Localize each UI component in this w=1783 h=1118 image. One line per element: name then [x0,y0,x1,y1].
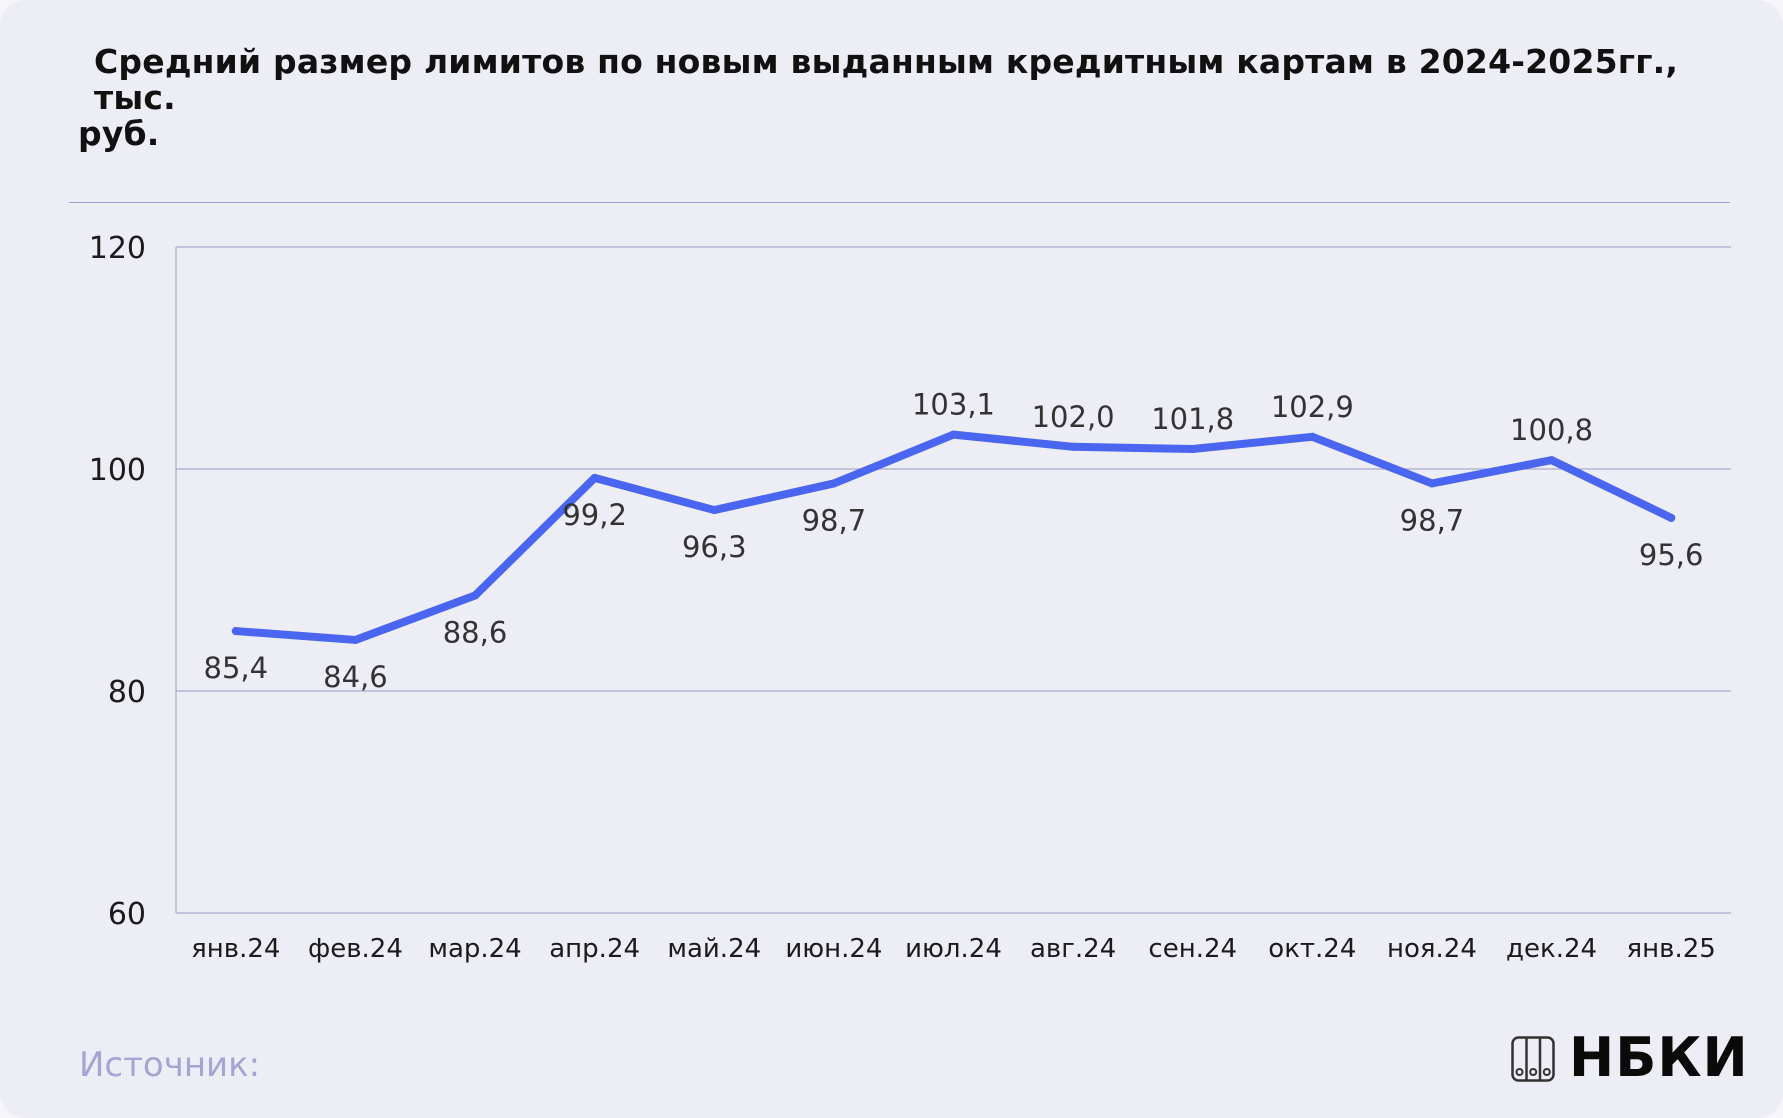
data-label: 102,0 [1032,400,1115,434]
data-label: 98,7 [1400,503,1465,537]
title-divider [69,202,1730,203]
data-point [231,627,240,636]
x-tick-label: дек.24 [1506,934,1597,964]
x-tick-label: янв.25 [1627,934,1716,964]
data-label: 103,1 [912,388,995,422]
data-point [471,591,480,600]
data-point [1547,456,1556,465]
data-label: 99,2 [562,498,627,532]
x-tick-label: ноя.24 [1387,934,1477,964]
x-tick-label: янв.24 [191,934,280,964]
data-point [949,430,958,439]
x-tick-label: июн.24 [785,934,882,964]
x-tick-label: окт.24 [1268,934,1356,964]
data-point [351,635,360,644]
nbki-logo-text: НБКИ [1569,1026,1749,1089]
data-point [1427,479,1436,488]
data-point [710,506,719,515]
y-tick-label: 120 [89,231,146,266]
nbki-logo-icon [1511,1036,1555,1082]
x-tick-label: май.24 [667,934,761,964]
x-tick-label: апр.24 [549,934,640,964]
x-tick-label: мар.24 [428,934,521,964]
data-label: 102,9 [1271,390,1354,424]
source-label: Источник: [79,1045,261,1085]
y-tick-label: 60 [108,897,146,932]
data-point [1308,432,1317,441]
data-label: 98,7 [802,503,867,537]
data-label: 84,6 [323,660,388,694]
data-label: 95,6 [1639,538,1704,572]
data-label: 100,8 [1510,413,1593,447]
chart-title-line-2: руб. [78,114,160,153]
x-tick-label: июл.24 [905,934,1002,964]
data-label: 85,4 [204,651,269,685]
data-point [1667,513,1676,522]
y-tick-label: 100 [89,453,146,488]
data-point [829,479,838,488]
x-tick-label: фев.24 [308,934,403,964]
data-point [1188,445,1197,454]
data-point [1069,442,1078,451]
chart-title-line-1: Средний размер лимитов по новым выданным… [94,42,1679,117]
data-point [590,473,599,482]
chart-title: Средний размер лимитов по новым выданным… [78,44,1718,152]
x-tick-label: авг.24 [1030,934,1116,964]
data-label: 88,6 [443,616,508,650]
y-tick-label: 80 [108,675,146,710]
x-tick-label: сен.24 [1148,934,1237,964]
data-label: 96,3 [682,530,747,564]
data-label: 101,8 [1151,402,1234,436]
